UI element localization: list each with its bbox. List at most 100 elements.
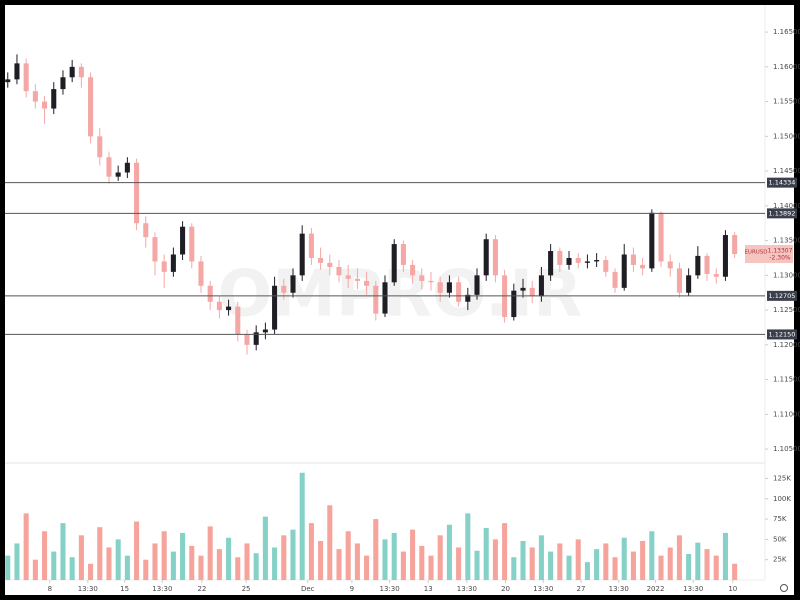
candle-body [391,244,397,283]
volume-bar [14,543,20,580]
x-tick-label: 13 [424,585,433,593]
candle [437,276,443,302]
y-tick-label: 1.11500 [773,376,800,384]
volume-bar [5,555,11,580]
x-tick-label: 25 [242,585,251,593]
settings-icon[interactable] [780,584,788,592]
volume-bar [134,521,140,580]
x-tick-label: 13:30 [457,585,477,593]
volume-bar [354,543,360,580]
candle-body [226,306,232,311]
candle-body [290,275,296,293]
candle [69,59,75,83]
x-tick-label: 13:30 [380,585,400,593]
candle-body [42,101,48,109]
candle-body [327,262,333,268]
candle-body [548,251,554,276]
level-label-box [767,177,797,188]
candle [345,264,351,288]
candle-body [446,282,452,293]
candle [446,275,452,298]
volume-bar [115,539,121,580]
volume-tick-label: 50K [773,535,787,543]
candle [474,268,480,300]
volume-bar [419,545,425,580]
y-tick-label: 1.13000 [773,271,800,279]
candle [354,268,360,290]
volume-bar [327,505,333,580]
candle-body [143,223,149,238]
candle [704,253,710,281]
candle [14,54,20,85]
candle [88,72,94,144]
volume-bar [272,547,278,580]
candle [336,260,342,283]
candle [575,253,581,269]
candle [511,283,517,321]
candle-body [308,233,314,258]
candle [566,251,572,270]
candle-body [428,280,434,283]
volume-bar [51,551,57,580]
candle [732,232,738,258]
candle-body [134,162,140,224]
volume-bar [106,547,112,580]
candle [391,239,397,286]
volume-bar [594,549,600,580]
candle [686,268,692,297]
candle-body [419,275,425,281]
candle [23,58,29,98]
candle [695,246,701,279]
volume-bar [713,555,719,580]
volume-bar [529,547,535,580]
candle [216,296,222,319]
candle-body [198,261,204,286]
candle-body [584,261,590,263]
candle [428,271,434,291]
candle-body [612,271,618,288]
y-tick-label: 1.14500 [773,167,800,175]
x-tick-label: 10 [728,585,737,593]
candle [198,255,204,293]
volume-bar [69,557,75,580]
candle-body [667,261,673,269]
volume-bar [557,543,563,580]
volume-bar [180,532,186,580]
volume-bar [437,535,443,580]
level-label: 1.13892 [769,209,796,217]
volume-bar [400,551,406,580]
volume-bar [244,543,250,580]
volume-bar [308,523,314,580]
candle-body [695,255,701,276]
volume-bar [290,529,296,580]
candle-body [575,257,581,263]
volume-bar [97,527,103,580]
volume-bar [566,555,572,580]
volume-bar [216,549,222,580]
candle-body [557,251,563,265]
candle-body [180,226,186,255]
candle-body [97,136,103,158]
x-tick-label: 22 [197,585,206,593]
x-tick-label: 13:30 [152,585,172,593]
candle-body [32,91,38,102]
candle [640,257,646,276]
candle-body [704,255,710,274]
volume-bar [511,557,517,580]
candle-body [88,77,94,137]
volume-bar [603,543,609,580]
volume-bar [640,541,646,580]
x-tick-label: 13:30 [683,585,703,593]
candle [400,240,406,272]
volume-bar [621,537,627,580]
x-tick-label: 13:30 [533,585,553,593]
volume-bar [198,555,204,580]
candle [676,262,682,298]
candle-body [69,66,75,78]
volume-bar [42,531,48,580]
level-label: 1.14334 [769,179,796,187]
candle-body [676,268,682,293]
chart-background [5,5,794,595]
volume-bar [281,535,287,580]
candle-body [189,226,195,262]
